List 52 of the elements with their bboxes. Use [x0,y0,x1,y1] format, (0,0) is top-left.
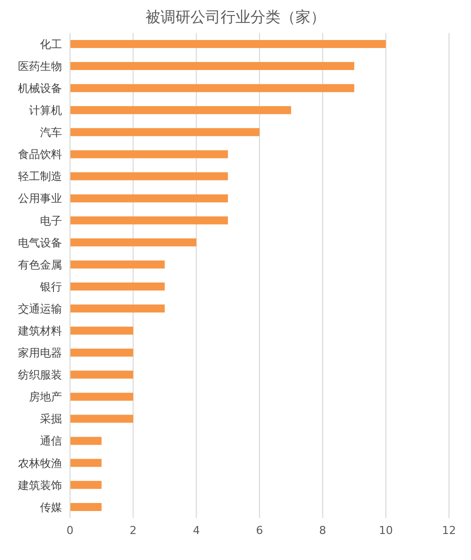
y-tick-label: 建筑装饰 [17,478,62,492]
bar [70,106,292,114]
bar [70,414,134,423]
bar [70,238,196,246]
y-tick-label: 采掘 [40,412,62,426]
x-tick-label: 0 [66,524,74,537]
x-tick-label: 2 [130,524,137,537]
bar [70,480,102,489]
y-tick-label: 有色金属 [18,258,62,272]
y-tick-label: 化工 [40,38,62,51]
bar [70,194,228,202]
y-tick-label: 传媒 [40,500,62,514]
bar [70,260,165,268]
bar [70,458,102,467]
bar [70,348,134,357]
bar [70,502,102,511]
bar [70,84,354,92]
bar [70,128,260,136]
y-tick-label: 银行 [39,280,62,294]
y-tick-label: 汽车 [40,126,62,140]
bar [70,436,102,445]
y-tick-label: 公用事业 [18,192,62,206]
y-tick-label: 交通运输 [18,302,62,316]
y-tick-label: 食品饮料 [18,148,62,162]
y-tick-label: 计算机 [29,104,62,118]
bar [70,40,386,48]
y-tick-label: 纺织服装 [18,368,62,382]
y-tick-label: 电气设备 [18,236,62,250]
bar [70,392,134,401]
x-tick-label: 8 [319,524,326,537]
x-tick-label: 10 [378,524,393,537]
bar [70,304,165,313]
y-tick-label: 房地产 [29,390,62,404]
bar [70,216,228,224]
bar [70,326,134,335]
x-tick-label: 12 [442,524,456,537]
x-tick-label: 6 [256,524,263,537]
y-tick-label: 轻工制造 [18,170,62,184]
bar [70,62,354,70]
y-tick-label: 医药生物 [18,60,62,73]
y-tick-label: 家用电器 [18,346,62,360]
y-tick-label: 农林牧渔 [18,456,62,470]
x-tick-label: 4 [192,524,200,537]
y-tick-label: 通信 [40,434,62,448]
y-tick-label: 建筑材料 [17,324,62,338]
bar [70,370,134,379]
y-tick-label: 机械设备 [18,82,62,96]
chart-title: 被调研公司行业分类（家） [144,8,326,27]
bar [70,150,228,158]
bar [70,172,228,180]
y-tick-label: 电子 [40,214,62,228]
bar [70,282,165,290]
